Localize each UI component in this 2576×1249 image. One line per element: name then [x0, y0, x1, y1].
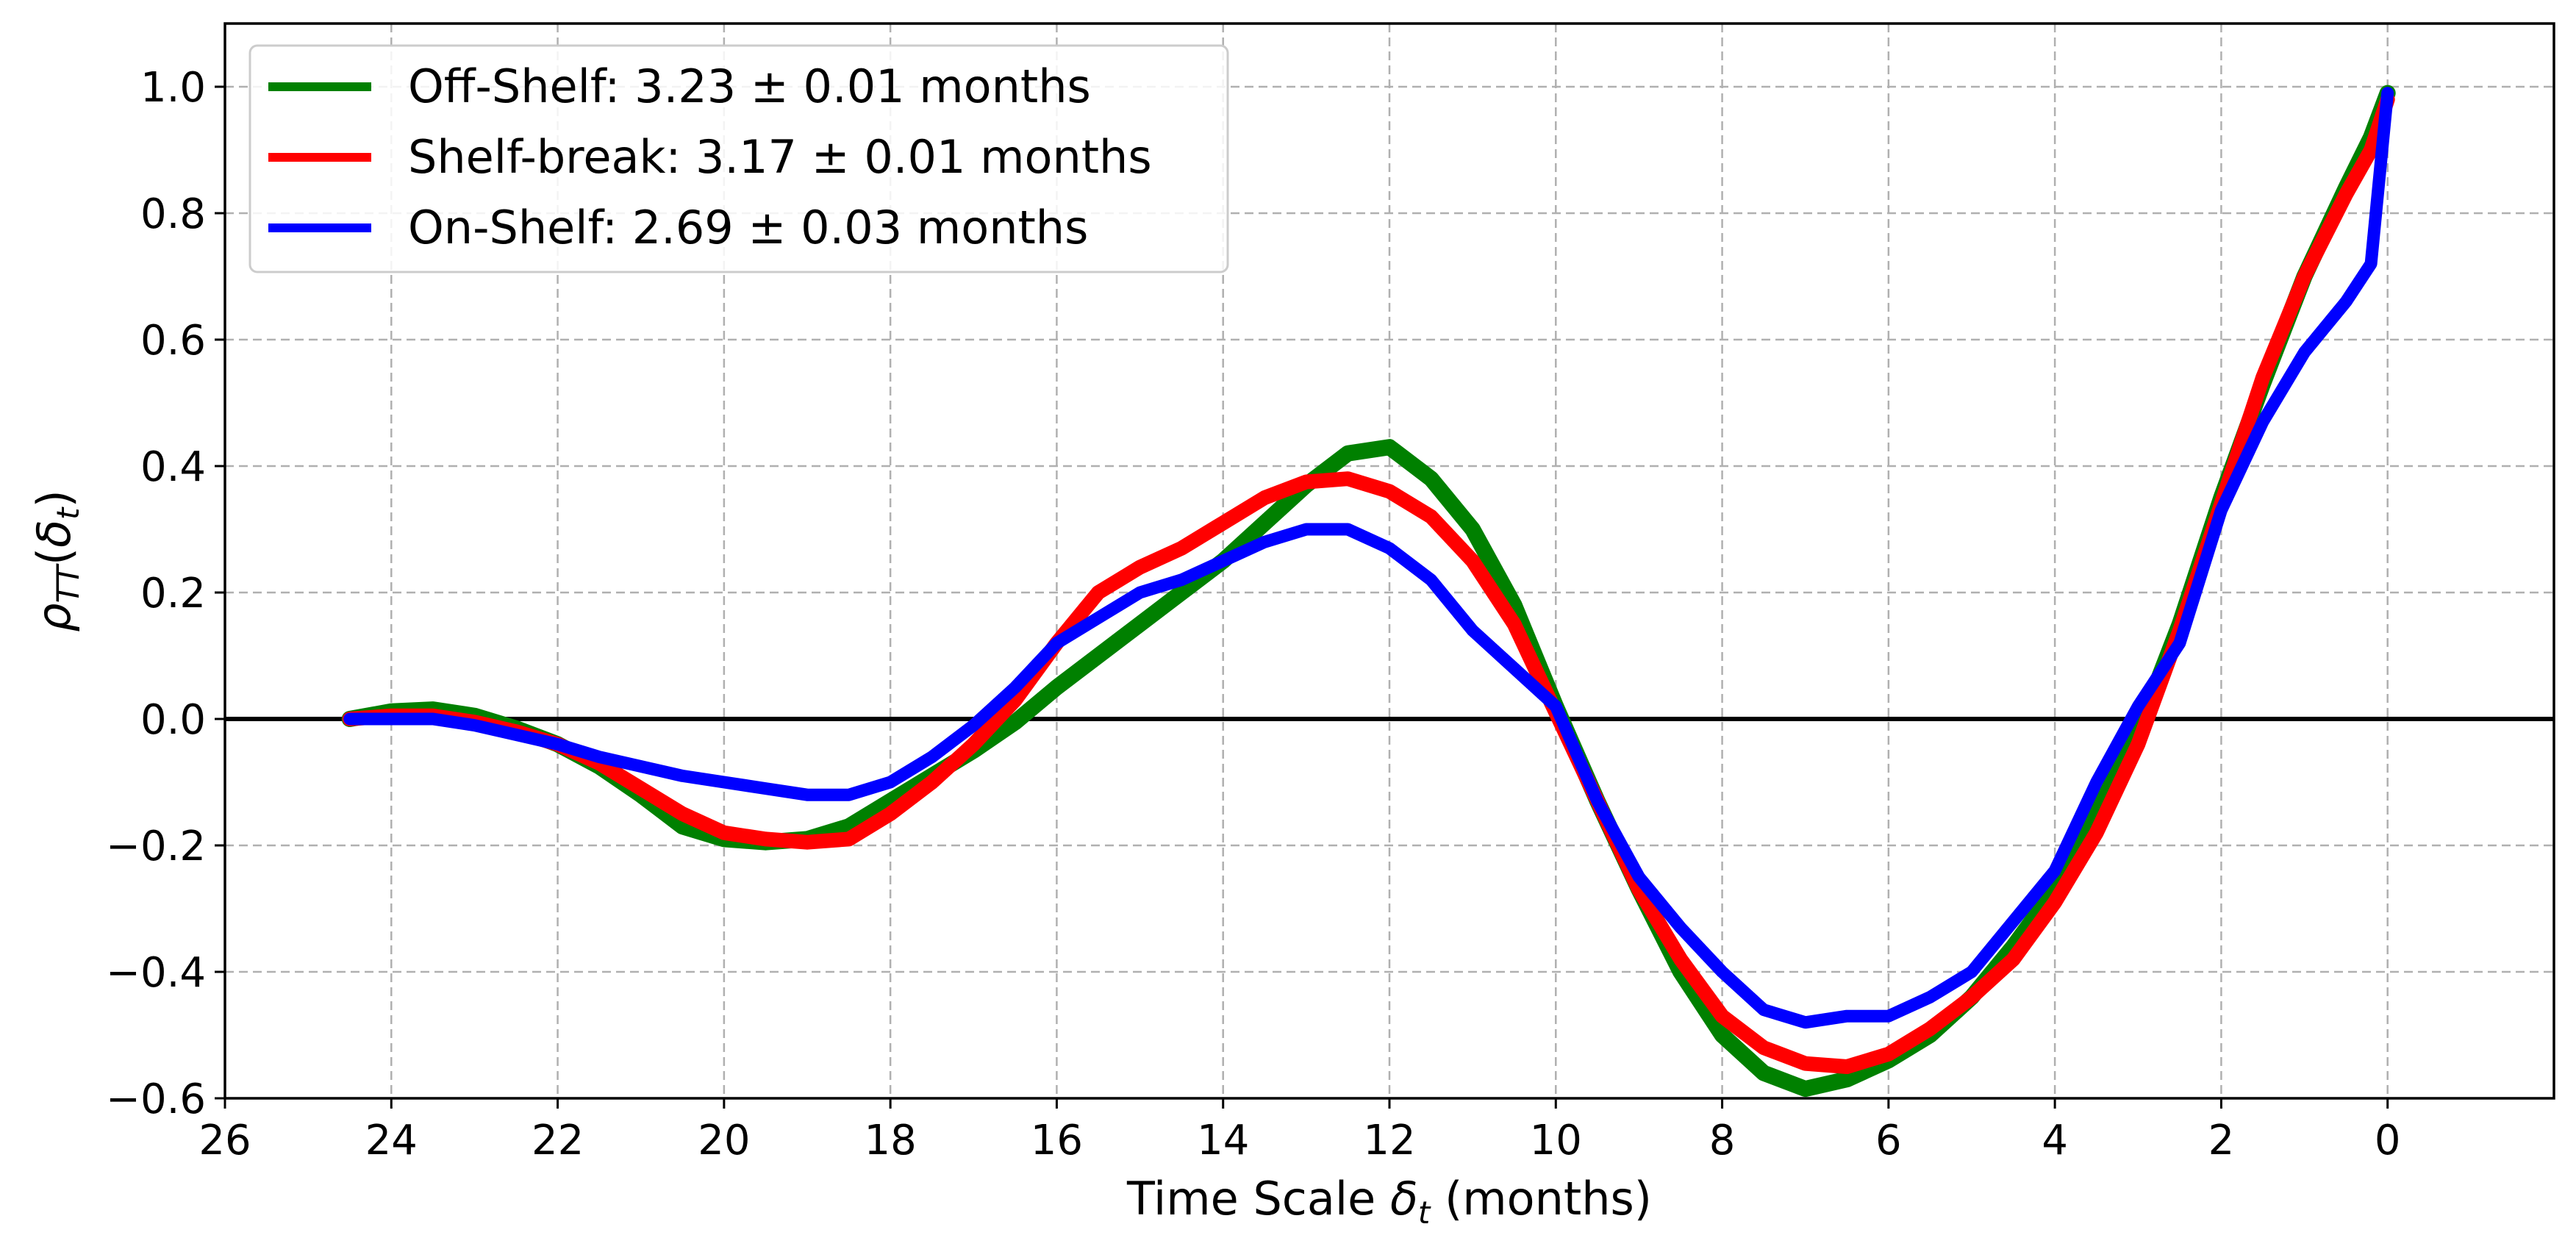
- y-tick-label: 0.4: [140, 443, 206, 491]
- x-tick-label: 4: [2042, 1117, 2068, 1164]
- legend-box: [248, 44, 1229, 273]
- x-tick-label: 20: [698, 1117, 750, 1164]
- x-tick-label: 6: [1875, 1117, 1902, 1164]
- y-tick-label: −0.2: [106, 823, 206, 870]
- x-axis-label-symbol: δ: [1390, 1172, 1418, 1225]
- x-tick-label: 12: [1363, 1117, 1415, 1164]
- series-line-shelf-break: [342, 92, 2395, 1074]
- x-tick-label: 2: [2208, 1117, 2235, 1164]
- legend-label-shelf-break: Shelf-break: 3.17 ± 0.01 months: [408, 130, 1152, 184]
- x-axis-label: Time Scale δt (months): [1126, 1172, 1652, 1231]
- x-tick-label: 10: [1530, 1117, 1582, 1164]
- x-tick-label: 26: [198, 1117, 251, 1164]
- x-tick-label: 18: [865, 1117, 917, 1164]
- y-tick-label: 0.8: [140, 190, 206, 238]
- x-axis-ticks: 26 24 22 20 18 16 14 12 10 8 6 4 2 0: [198, 1098, 2401, 1164]
- y-axis-label-arg-subscript: t: [50, 507, 86, 520]
- x-tick-label: 22: [532, 1117, 584, 1164]
- x-tick-label: 8: [1709, 1117, 1736, 1164]
- series-layer: [341, 85, 2396, 1098]
- y-axis-ticks: −0.6 −0.4 −0.2 0.0 0.2 0.4 0.6 0.8 1.0: [106, 64, 225, 1123]
- x-tick-label: 14: [1197, 1117, 1249, 1164]
- legend-label-on-shelf: On-Shelf: 2.69 ± 0.03 months: [408, 201, 1088, 254]
- series-line-off-shelf: [341, 85, 2396, 1098]
- x-axis-label-suffix: (months): [1430, 1172, 1652, 1225]
- x-tick-label: 16: [1031, 1117, 1083, 1164]
- y-tick-label: 0.2: [140, 570, 206, 618]
- y-tick-label: −0.6: [106, 1076, 206, 1123]
- x-axis-label-prefix: Time Scale: [1126, 1172, 1390, 1225]
- y-tick-label: 0.0: [140, 696, 206, 744]
- y-axis-label-subscript: TT: [50, 563, 86, 604]
- y-axis-label-arg-symbol: δ: [27, 520, 81, 548]
- legend: Off-Shelf: 3.23 ± 0.01 months Shelf-brea…: [248, 44, 1229, 273]
- y-axis-label-close: ): [27, 490, 81, 507]
- y-axis-label: ρTT(δt): [27, 490, 86, 631]
- legend-label-off-shelf: Off-Shelf: 3.23 ± 0.01 months: [408, 60, 1091, 113]
- y-tick-label: 1.0: [140, 64, 206, 112]
- y-axis-label-symbol: ρ: [27, 603, 81, 631]
- y-tick-label: 0.6: [140, 317, 206, 365]
- x-tick-label: 0: [2375, 1117, 2401, 1164]
- series-line-on-shelf: [343, 87, 2394, 1029]
- x-axis-label-subscript: t: [1418, 1195, 1431, 1231]
- y-axis-label-open: (: [27, 548, 81, 565]
- x-tick-label: 24: [365, 1117, 418, 1164]
- y-tick-label: −0.4: [106, 949, 206, 997]
